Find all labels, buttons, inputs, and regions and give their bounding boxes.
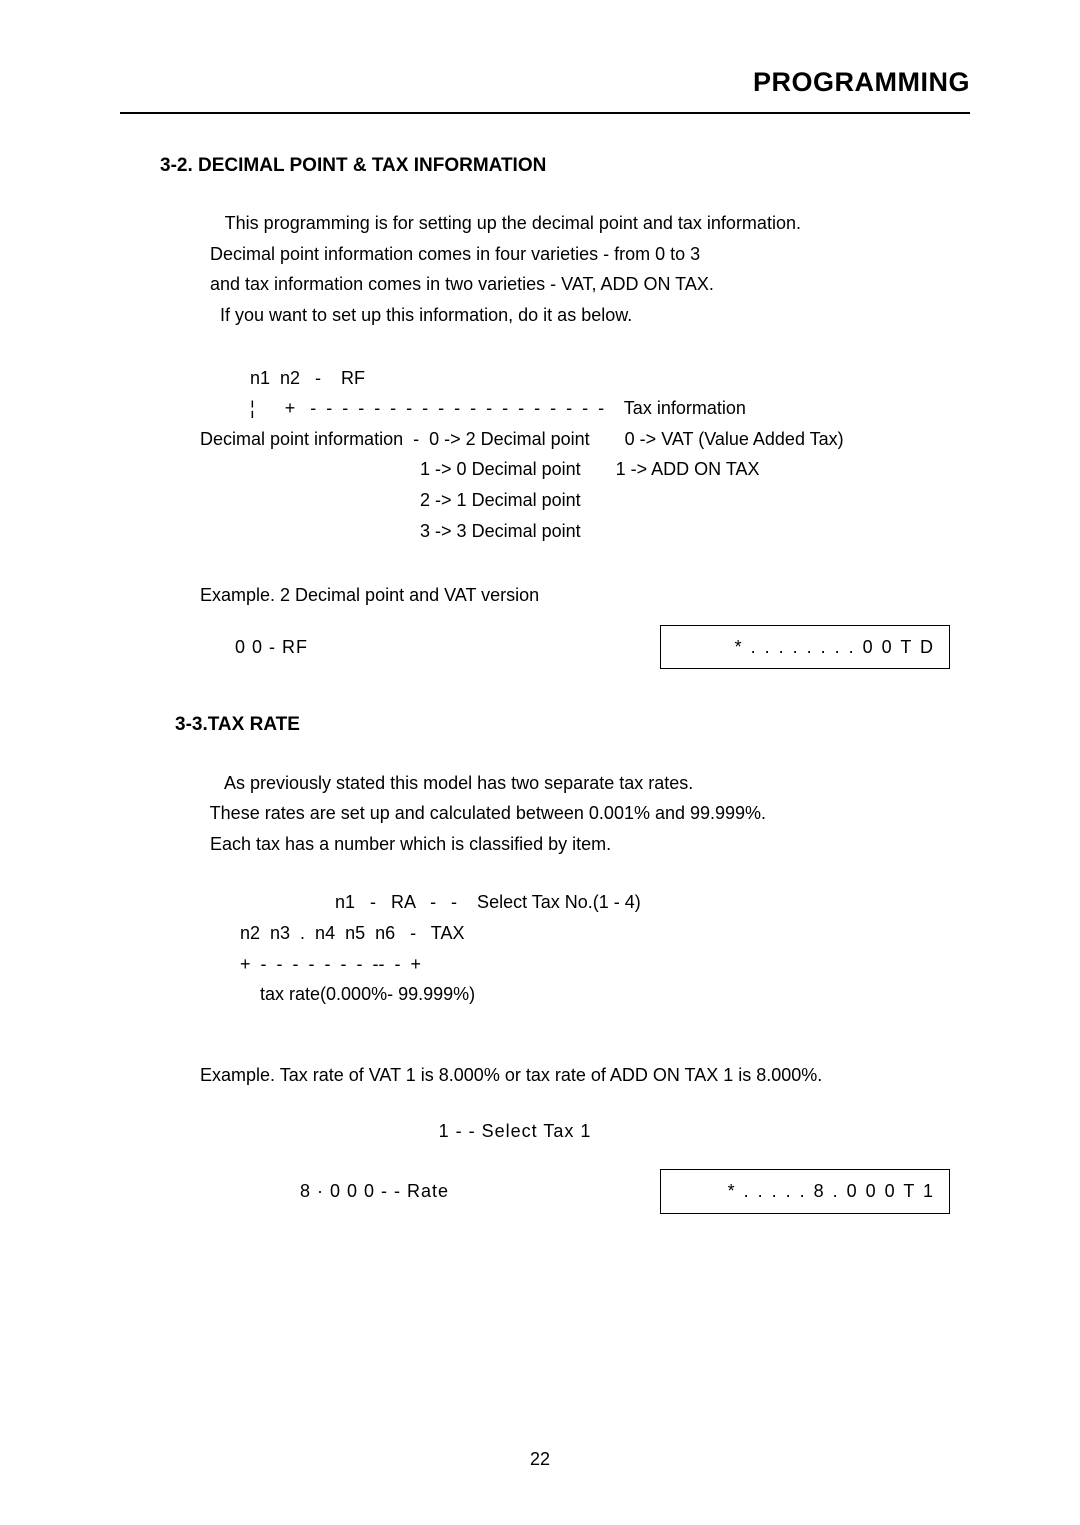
section-2-heading: 3-3.TAX RATE [175, 709, 970, 741]
section-2-intro: As previously stated this model has two … [200, 768, 970, 860]
section-1-intro: This programming is for setting up the d… [200, 208, 970, 330]
header-title: PROGRAMMING [120, 60, 970, 112]
page-number: 22 [0, 1444, 1080, 1475]
section-1-example-label: Example. 2 Decimal point and VAT version [200, 580, 970, 611]
section-2-display: * . . . . . 8 . 0 0 0 T 1 [660, 1169, 950, 1214]
section-1-heading: 3-2. DECIMAL POINT & TAX INFORMATION [160, 150, 970, 182]
section-2-example-label: Example. Tax rate of VAT 1 is 8.000% or … [200, 1060, 970, 1091]
section-1-example-input: 0 0 - RF [235, 632, 308, 663]
section-2-select-line: 1 - - Select Tax 1 [60, 1116, 970, 1147]
header-rule [120, 112, 970, 114]
section-1-display: * . . . . . . . . 0 0 T D [660, 625, 950, 670]
section-2-diagram: n1 - RA - - Select Tax No.(1 - 4) n2 n3 … [200, 887, 970, 1009]
section-1-diagram: n1 n2 - RF ¦ + - - - - - - - - - - - - -… [200, 363, 970, 547]
page: PROGRAMMING 3-2. DECIMAL POINT & TAX INF… [0, 0, 1080, 1525]
section-2-rate-input: 8 · 0 0 0 - - Rate [300, 1176, 449, 1207]
